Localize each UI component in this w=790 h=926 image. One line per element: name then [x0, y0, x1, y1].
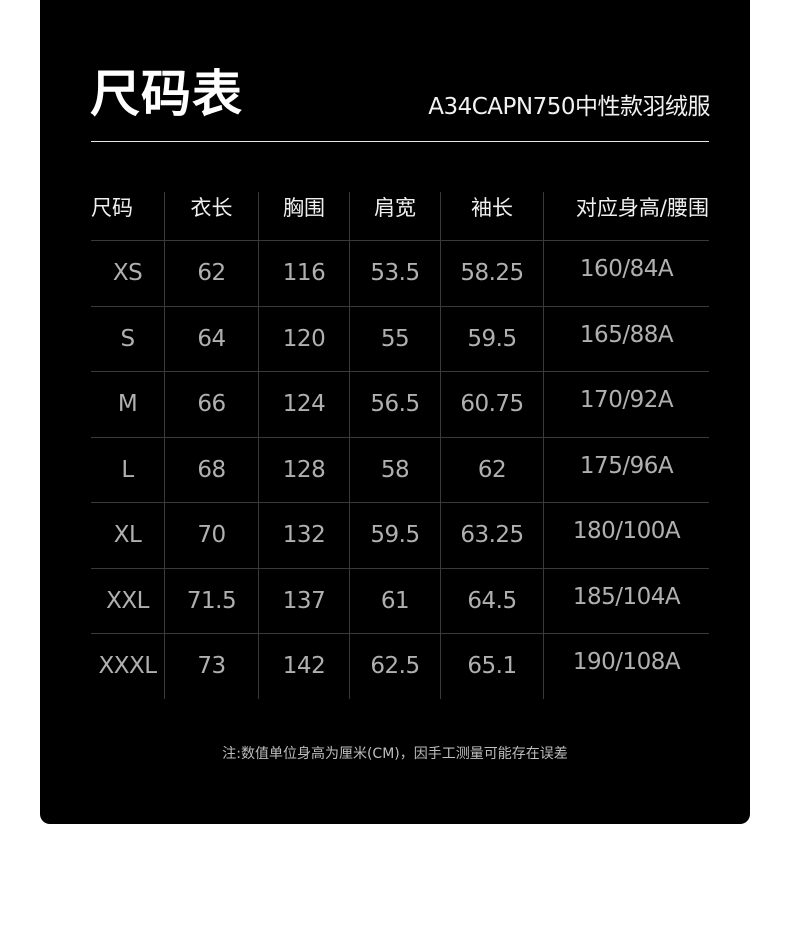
table-cell: 142 [258, 634, 349, 699]
table-cell: 120 [258, 306, 349, 371]
table-cell: 137 [258, 568, 349, 633]
size-table: 尺码 衣长 胸围 肩宽 袖长 对应身高/腰围 XS 62 116 53.5 58.25 160/84A… [91, 192, 709, 699]
column-header: 胸围 [258, 192, 349, 240]
column-header: 对应身高/腰围 [543, 192, 709, 240]
table-cell: 73 [164, 634, 258, 699]
table-cell: 175/96A [543, 437, 709, 502]
divider [91, 141, 709, 142]
table-cell: 190/108A [543, 634, 709, 699]
table-row: L 68 128 58 62 175/96A [91, 436, 709, 502]
size-chart-card [40, 0, 750, 824]
table-cell: L [121, 456, 134, 483]
table-cell: XS [112, 260, 143, 287]
table-cell: 64.5 [440, 568, 543, 633]
product-name: A34CAPN750中性款羽绒服 [428, 94, 710, 120]
table-cell: 58 [349, 437, 440, 502]
table-cell: 62 [164, 241, 258, 306]
table-row: M 66 124 56.5 60.75 170/92A [91, 371, 709, 437]
table-cell: 61 [349, 568, 440, 633]
table-cell: XXL [106, 587, 149, 614]
table-cell: 62.5 [349, 634, 440, 699]
table-row: XL 70 132 59.5 63.25 180/100A [91, 502, 709, 568]
table-cell: 70 [164, 503, 258, 568]
table-cell: 170/92A [543, 372, 709, 437]
table-cell: S [120, 325, 135, 352]
table-row: XS 62 116 53.5 58.25 160/84A [91, 240, 709, 306]
table-cell: 132 [258, 503, 349, 568]
table-cell: 71.5 [164, 568, 258, 633]
table-row: XXXL 73 142 62.5 65.1 190/108A [91, 633, 709, 699]
column-header: 衣长 [164, 192, 258, 240]
table-cell: 53.5 [349, 241, 440, 306]
table-cell: 116 [258, 241, 349, 306]
table-cell: 56.5 [349, 372, 440, 437]
table-header-row: 尺码 衣长 胸围 肩宽 袖长 对应身高/腰围 [91, 192, 709, 240]
column-header: 袖长 [440, 192, 543, 240]
table-cell: 66 [164, 372, 258, 437]
table-row: XXL 71.5 137 61 64.5 185/104A [91, 567, 709, 633]
table-cell: 68 [164, 437, 258, 502]
table-cell: M [117, 391, 138, 418]
table-cell: 62 [440, 437, 543, 502]
table-cell: 60.75 [440, 372, 543, 437]
table-cell: 64 [164, 306, 258, 371]
table-cell: 59.5 [349, 503, 440, 568]
table-cell: 58.25 [440, 241, 543, 306]
column-header: 肩宽 [349, 192, 440, 240]
table-cell: XXXL [98, 653, 157, 680]
table-cell: 124 [258, 372, 349, 437]
table-cell: 128 [258, 437, 349, 502]
table-row: S 64 120 55 59.5 165/88A [91, 305, 709, 371]
page-title: 尺码表 [90, 65, 243, 123]
table-cell: 160/84A [543, 241, 709, 306]
table-cell: 55 [349, 306, 440, 371]
table-cell: 63.25 [440, 503, 543, 568]
table-cell: 185/104A [543, 568, 709, 633]
table-cell: 65.1 [440, 634, 543, 699]
table-cell: 59.5 [440, 306, 543, 371]
table-cell: XL [113, 522, 142, 549]
table-cell: 180/100A [543, 503, 709, 568]
footnote: 注:数值单位身高为厘米(CM)，因手工测量可能存在误差 [222, 746, 568, 762]
table-cell: 165/88A [543, 306, 709, 371]
column-header: 尺码 [91, 196, 133, 220]
